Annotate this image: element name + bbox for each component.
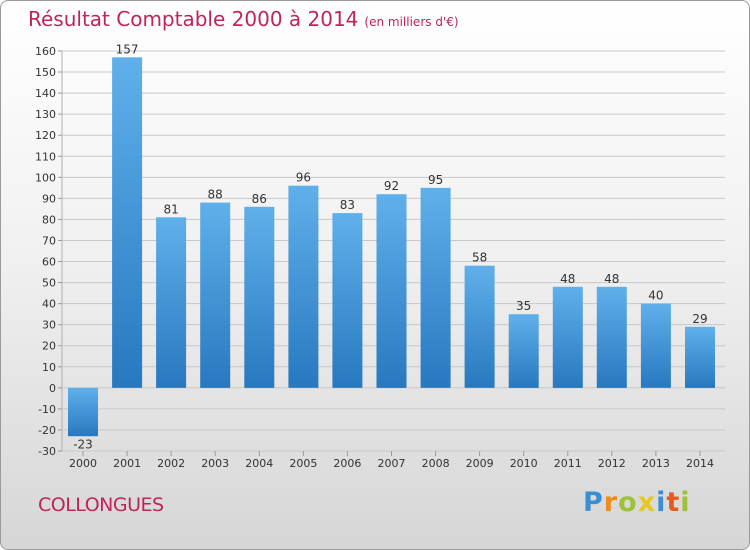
bar-2001 [112, 57, 143, 388]
bar-2009 [464, 265, 495, 388]
data-label-2004: 86 [252, 192, 267, 206]
data-label-2014: 29 [692, 312, 707, 326]
y-tick-label: 150 [35, 66, 56, 79]
data-label-2012: 48 [604, 272, 619, 286]
logo-letter: i [680, 487, 691, 518]
bar-2014 [685, 326, 715, 388]
proxiti-logo[interactable]: Proxiti [583, 487, 691, 518]
y-axis-ticks: -30 -20 -10 0 10 20 30 40 50 60 70 80 90 100 110 120 130… [35, 45, 62, 458]
y-tick-label: -10 [38, 403, 56, 416]
y-tick-label: 80 [42, 213, 56, 226]
bar-2004 [244, 206, 275, 388]
x-tick-label-2012: 2012 [598, 457, 626, 470]
bar-2013 [640, 303, 671, 388]
y-tick-label: 50 [42, 277, 56, 290]
data-label-2006: 83 [340, 198, 355, 212]
data-label-2000: -23 [73, 437, 93, 451]
y-tick-label: 130 [35, 108, 56, 121]
data-label-2003: 88 [208, 188, 223, 202]
chart-subtitle: (en milliers d'€) [364, 15, 459, 29]
logo-letter: P [583, 487, 604, 518]
y-tick-label: 60 [42, 256, 56, 269]
bar-2003 [200, 202, 231, 388]
y-tick-label: 100 [35, 171, 56, 184]
x-tick-label-2000: 2000 [69, 457, 97, 470]
y-tick-label: -30 [38, 445, 56, 458]
x-tick-label-2010: 2010 [510, 457, 538, 470]
x-tick-label-2002: 2002 [157, 457, 185, 470]
x-axis-ticks: 2000 2001 2002 2003 2004 2005 2006 2007 2008 2009… [69, 451, 714, 470]
data-label-2001: 157 [116, 42, 139, 56]
bar-2005 [288, 185, 319, 388]
bar-2000 [68, 387, 98, 437]
logo-letter: r [603, 487, 619, 518]
bars [68, 57, 715, 437]
data-label-2010: 35 [516, 299, 531, 313]
data-label-2007: 92 [384, 179, 399, 193]
bar-2006 [332, 213, 363, 388]
data-label-2002: 81 [163, 202, 178, 216]
x-tick-label-2013: 2013 [642, 457, 670, 470]
y-tick-label: 0 [49, 382, 56, 395]
data-labels: -23 157 81 88 86 96 83 92 95 58 35 48 48 40 29 [73, 42, 707, 451]
data-label-2011: 48 [560, 272, 575, 286]
data-label-2013: 40 [648, 289, 663, 303]
x-tick-label-2003: 2003 [201, 457, 229, 470]
x-tick-label-2011: 2011 [554, 457, 582, 470]
x-tick-label-2004: 2004 [245, 457, 273, 470]
logo-letter: t [666, 487, 681, 518]
data-label-2009: 58 [472, 251, 487, 265]
logo-letter: i [656, 487, 667, 518]
x-tick-label-2007: 2007 [378, 457, 406, 470]
y-tick-label: 20 [42, 340, 56, 353]
commune-name: COLLONGUES [38, 494, 164, 516]
bar-2011 [552, 286, 583, 388]
data-label-2005: 96 [296, 171, 311, 185]
y-tick-label: 40 [42, 298, 56, 311]
chart-title: Résultat Comptable 2000 à 2014 (en millie… [28, 7, 459, 31]
bar-2002 [156, 217, 187, 388]
y-tick-label: 140 [35, 87, 56, 100]
bar-2008 [420, 187, 451, 388]
x-tick-label-2001: 2001 [113, 457, 141, 470]
data-label-2008: 95 [428, 173, 443, 187]
y-tick-label: 110 [35, 150, 56, 163]
chart-title-text: Résultat Comptable 2000 à 2014 [28, 7, 359, 31]
y-tick-label: 70 [42, 234, 56, 247]
x-tick-label-2005: 2005 [289, 457, 317, 470]
x-tick-label-2006: 2006 [333, 457, 361, 470]
bar-2010 [508, 314, 539, 388]
y-tick-label: 10 [42, 361, 56, 374]
x-tick-label-2014: 2014 [686, 457, 714, 470]
x-tick-label-2009: 2009 [466, 457, 494, 470]
logo-letter: x [637, 487, 657, 518]
logo-letter: o [618, 487, 638, 518]
bar-2007 [376, 194, 407, 388]
y-tick-label: 30 [42, 319, 56, 332]
bar-2012 [596, 286, 627, 388]
y-tick-label: -20 [38, 424, 56, 437]
y-tick-label: 160 [35, 45, 56, 58]
x-tick-label-2008: 2008 [422, 457, 450, 470]
y-tick-label: 120 [35, 129, 56, 142]
y-tick-label: 90 [42, 192, 56, 205]
